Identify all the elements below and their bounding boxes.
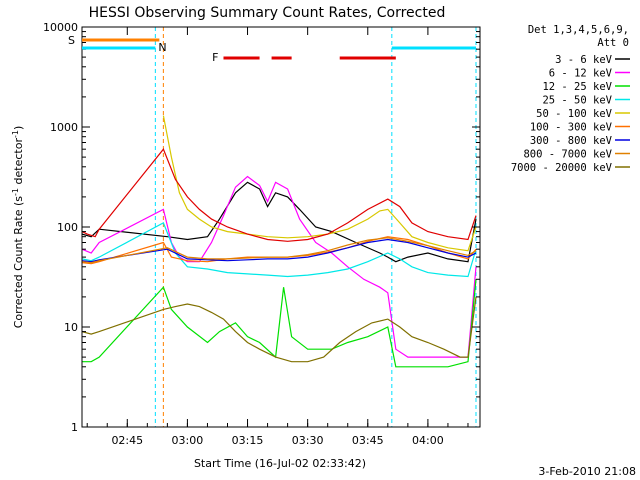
series-line-3: [82, 222, 477, 278]
series-line-8: [82, 296, 477, 363]
legend-label-4: 50 - 100 keV: [536, 108, 613, 120]
x-tick-label-4: 03:45: [352, 434, 384, 447]
legend-label-0: 3 - 6 keV: [555, 54, 613, 66]
chart-title: HESSI Observing Summary Count Rates, Cor…: [89, 5, 446, 21]
legend-label-1: 6 - 12 keV: [549, 68, 613, 80]
series-line-0: [82, 181, 477, 263]
series-line-4: [162, 115, 477, 252]
legend-label-6: 300 - 800 keV: [530, 135, 613, 147]
series-line-7: [82, 237, 477, 264]
x-tick-label-5: 04:00: [412, 434, 444, 447]
legend-label-5: 100 - 300 keV: [530, 122, 613, 134]
x-tick-label-3: 03:30: [292, 434, 324, 447]
legend-title-1: Det 1,3,4,5,6,9,: [528, 24, 629, 36]
footer-date: 3-Feb-2010 21:08: [538, 465, 636, 478]
legend-label-3: 25 - 50 keV: [542, 95, 612, 107]
marker-s-label: S: [68, 34, 75, 47]
series-line-9: [82, 148, 477, 242]
x-axis: 02:45 03:00 03:15 03:30 03:45 04:00: [86, 27, 469, 447]
y-tick-label-2: 100: [57, 221, 78, 234]
x-tick-label-2: 03:15: [232, 434, 264, 447]
legend-title-2: Att 0: [597, 37, 629, 49]
y-axis: 1 10 100 1000 10000: [43, 21, 480, 434]
y-tick-label-3: 1000: [50, 121, 78, 134]
x-tick-label-1: 03:00: [172, 434, 204, 447]
marker-f-label: F: [212, 51, 218, 64]
y-tick-label-0: 1: [71, 421, 78, 434]
marker-n-label: N: [158, 41, 166, 54]
y-tick-label-4: 10000: [43, 21, 78, 34]
y-axis-label: Corrected Count Rate (s-1 detector-1): [11, 126, 25, 329]
legend-label-8: 7000 - 20000 keV: [511, 162, 613, 174]
series-line-6: [82, 238, 477, 263]
x-tick-label-0: 02:45: [111, 434, 143, 447]
series-line-2: [82, 279, 477, 368]
marker-bars: S N F: [68, 34, 476, 64]
legend-label-2: 12 - 25 keV: [542, 81, 612, 93]
x-axis-label: Start Time (16-Jul-02 02:33:42): [194, 457, 366, 470]
legend-label-7: 800 - 7000 keV: [523, 149, 612, 161]
y-tick-label-1: 10: [64, 321, 78, 334]
